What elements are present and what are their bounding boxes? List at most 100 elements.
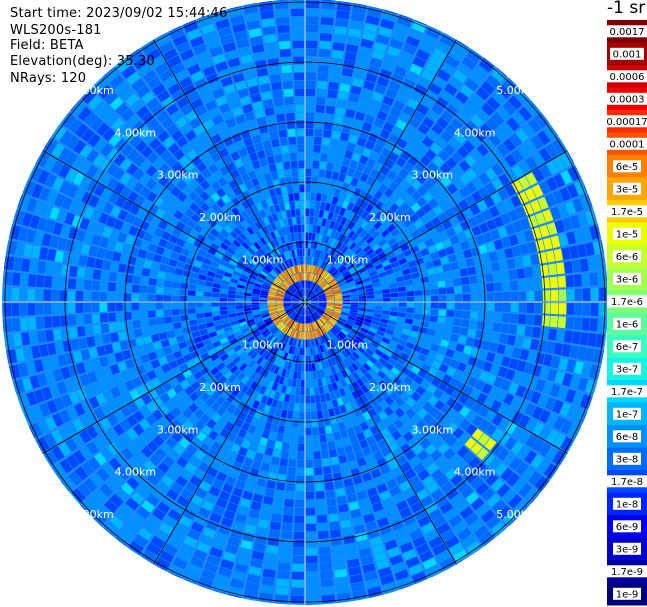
ppi-cell <box>184 161 195 173</box>
ppi-cell <box>281 450 289 459</box>
ppi-cell <box>306 48 318 57</box>
ppi-cell <box>518 291 527 302</box>
ppi-cell <box>511 245 522 257</box>
ppi-cell <box>43 303 52 315</box>
ppi-cell <box>451 203 462 215</box>
ppi-cell <box>544 397 557 411</box>
ppi-cell <box>454 286 463 294</box>
ppi-cell <box>417 76 431 89</box>
ppi-cell <box>340 313 349 319</box>
ppi-cell <box>348 383 356 393</box>
ppi-cell <box>320 153 328 162</box>
ppi-cell <box>231 323 240 330</box>
ppi-cell <box>260 292 268 296</box>
ppi-cell <box>603 255 607 270</box>
ppi-cell <box>196 431 207 442</box>
ppi-cell <box>108 400 120 412</box>
ppi-cell <box>222 551 237 562</box>
ppi-cell <box>342 306 351 309</box>
ppi-cell <box>502 281 511 291</box>
ppi-cell <box>357 490 368 501</box>
ppi-cell <box>21 212 33 227</box>
ppi-cell <box>398 257 407 265</box>
ppi-cell <box>284 306 292 310</box>
ppi-cell <box>152 124 165 137</box>
ppi-cell <box>180 379 190 390</box>
ppi-cell <box>147 310 156 318</box>
ppi-cell <box>359 404 368 414</box>
ppi-cell <box>267 298 276 301</box>
ppi-cell <box>535 379 546 392</box>
ppi-cell <box>413 375 424 385</box>
ppi-cell <box>511 164 524 179</box>
ppi-cell <box>52 177 64 192</box>
ppi-cell <box>80 243 91 255</box>
ppi-cell <box>325 376 331 385</box>
ppi-cell <box>330 529 342 538</box>
ppi-cell <box>425 564 441 577</box>
ppi-cell <box>518 302 527 313</box>
ppi-cell <box>158 356 168 366</box>
ppi-cell <box>316 289 323 295</box>
colorbar-tick-label: 1e-7 <box>616 409 639 420</box>
ppi-cell <box>259 437 268 447</box>
ppi-cell <box>381 446 391 457</box>
ppi-cell <box>66 184 79 198</box>
ppi-cell <box>295 208 301 217</box>
ppi-cell <box>305 467 314 476</box>
ppi-cell <box>234 435 244 446</box>
ppi-cell <box>61 196 73 210</box>
ppi-cell <box>125 497 140 511</box>
ppi-cell <box>384 362 394 371</box>
ppi-cell <box>130 347 140 358</box>
ppi-cell <box>513 89 529 105</box>
ppi-cell <box>360 375 369 384</box>
colorbar-tick-label: 0.0017 <box>610 27 645 38</box>
ppi-cell <box>147 302 156 310</box>
ppi-cell <box>500 212 512 225</box>
ppi-cell <box>81 399 93 413</box>
ppi-cell <box>270 231 277 240</box>
ppi-cell <box>120 186 132 199</box>
ppi-cell <box>293 265 298 274</box>
ppi-cell <box>200 180 211 191</box>
ppi-cell <box>198 85 211 97</box>
ppi-cell <box>326 162 334 171</box>
ppi-cell <box>139 220 150 231</box>
ppi-cell <box>278 41 291 50</box>
ppi-cell <box>360 394 369 404</box>
ppi-cell <box>356 162 366 172</box>
ppi-cell <box>83 291 92 302</box>
ppi-cell <box>318 386 324 395</box>
ppi-cell <box>121 525 136 539</box>
ppi-cell <box>430 288 439 295</box>
ppi-cell <box>352 371 360 381</box>
ppi-cell <box>235 140 245 151</box>
ppi-cell <box>514 336 524 348</box>
ppi-cell <box>168 258 178 267</box>
ppi-cell <box>232 570 246 581</box>
ppi-cell <box>224 421 234 432</box>
ppi-cell <box>307 347 311 356</box>
ppi-cell <box>61 264 70 277</box>
ppi-cell <box>305 224 309 233</box>
ppi-cell <box>296 323 300 331</box>
ppi-cell <box>394 23 409 35</box>
ppi-cell <box>228 313 237 318</box>
ppi-cell <box>198 461 210 473</box>
ppi-cell <box>402 328 411 336</box>
ppi-cell <box>352 516 364 527</box>
ppi-cell <box>490 364 501 375</box>
ppi-cell <box>422 191 434 202</box>
ppi-cell <box>261 165 270 175</box>
ppi-cell <box>333 290 342 295</box>
ppi-cell <box>498 417 511 431</box>
ppi-cell <box>261 350 269 358</box>
ppi-cell <box>381 353 390 362</box>
ppi-cell <box>254 185 263 194</box>
ppi-cell <box>384 198 394 208</box>
ppi-cell <box>340 165 349 175</box>
ppi-cell <box>331 464 341 474</box>
ppi-cell <box>438 309 447 317</box>
ppi-cell <box>269 188 277 198</box>
